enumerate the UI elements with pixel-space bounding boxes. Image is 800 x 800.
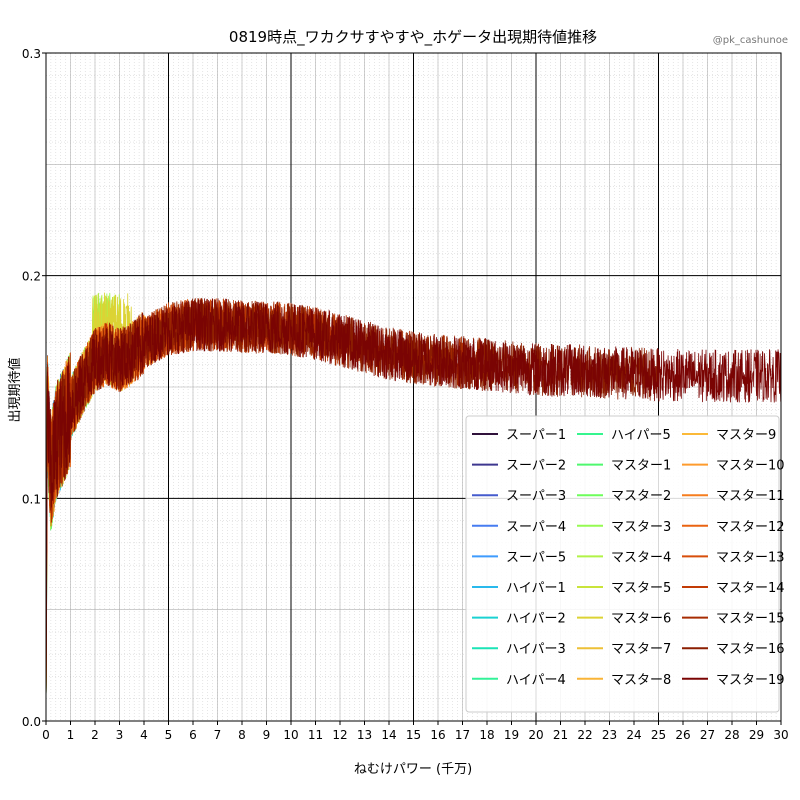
legend-label: マスター4 [611,550,671,565]
x-tick-label: 17 [455,728,470,742]
x-axis-ticks: 0 1 2 3 4 5 6 7 8 9 10 11 12 13 14 15 16 17 18 19 20 21 22 23 24… [42,721,789,742]
x-tick-label: 26 [675,728,690,742]
x-tick-label: 23 [602,728,617,742]
x-tick-label: 24 [626,728,641,742]
x-tick-label: 18 [479,728,494,742]
x-tick-label: 28 [724,728,739,742]
legend-label: マスター1 [611,459,671,474]
legend-label: スーパー4 [506,520,566,535]
x-tick-label: 2 [91,728,99,742]
legend-label: マスター11 [716,489,785,504]
x-tick-label: 21 [553,728,568,742]
legend-label: スーパー1 [506,428,566,443]
legend-box [465,415,780,713]
x-tick-label: 11 [308,728,323,742]
y-tick-label: 0.3 [22,47,41,61]
x-tick-label: 1 [67,728,75,742]
x-tick-label: 25 [651,728,666,742]
x-tick-label: 7 [214,728,222,742]
legend-label: マスター2 [611,489,671,504]
legend-label: ハイパー1 [506,581,566,596]
series-line [45,298,782,722]
legend-label: ハイパー5 [611,428,671,443]
legend-label: マスター13 [716,550,785,565]
x-tick-label: 20 [528,728,543,742]
legend-label: マスター12 [716,520,785,535]
y-axis-ticks: 0.0 0.1 0.2 0.3 [22,47,46,729]
legend-label: ハイパー2 [506,612,566,627]
x-tick-label: 14 [381,728,396,742]
x-tick-label: 27 [700,728,715,742]
x-tick-label: 0 [42,728,50,742]
legend: スーパー1 スーパー2 スーパー3 スーパー4 スーパー5 ハイパー1 ハイパー2 ハイパー3… [465,415,785,713]
legend-label: マスター3 [611,520,671,535]
x-tick-label: 9 [263,728,271,742]
credit-label: @pk_cashunoe [713,35,788,46]
series-layer [45,292,782,722]
x-tick-label: 19 [504,728,519,742]
x-tick-label: 5 [165,728,173,742]
x-tick-label: 29 [749,728,764,742]
x-tick-label: 30 [773,728,788,742]
x-tick-label: 13 [357,728,372,742]
x-tick-label: 4 [140,728,148,742]
legend-label: マスター7 [611,642,671,657]
x-tick-label: 3 [116,728,124,742]
legend-label: マスター14 [716,581,785,596]
legend-label: マスター6 [611,612,671,627]
legend-label: マスター9 [716,428,776,443]
x-tick-label: 6 [189,728,197,742]
legend-label: スーパー5 [506,550,566,565]
x-tick-label: 16 [430,728,445,742]
legend-label: マスター10 [716,459,785,474]
y-tick-label: 0.2 [22,270,41,284]
y-tick-label: 0.1 [22,492,41,506]
legend-label: マスター16 [716,642,785,657]
y-axis-label: 出現期待値 [7,357,23,422]
legend-label: スーパー3 [506,489,566,504]
legend-label: マスター15 [716,612,785,627]
x-tick-label: 22 [577,728,592,742]
legend-label: スーパー2 [506,459,566,474]
x-axis-label: ねむけパワー (千万) [354,762,472,777]
x-tick-label: 8 [238,728,246,742]
legend-label: マスター5 [611,581,671,596]
y-tick-label: 0.0 [22,715,41,729]
x-tick-label: 15 [406,728,421,742]
x-tick-label: 10 [283,728,298,742]
legend-label: マスター8 [611,673,671,688]
chart-title: 0819時点_ワカクサすやすや_ホゲータ出現期待値推移 [229,28,597,47]
legend-label: ハイパー3 [506,642,566,657]
x-tick-label: 12 [332,728,347,742]
legend-label: ハイパー4 [506,673,566,688]
legend-label: マスター19 [716,673,785,688]
